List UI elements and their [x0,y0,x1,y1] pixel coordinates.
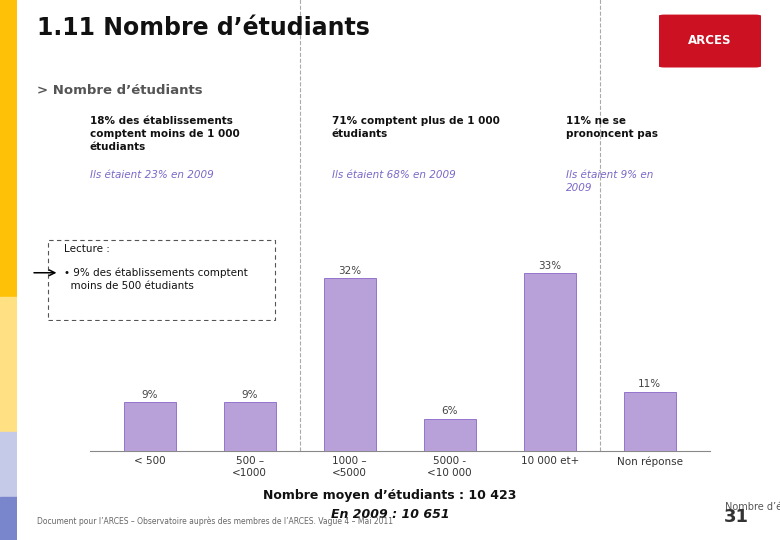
Text: 31: 31 [724,509,749,526]
Text: Nombre d’étudiants: Nombre d’étudiants [725,502,780,512]
Text: 32%: 32% [339,266,361,276]
Text: Document pour l’ARCES – Observatoire auprès des membres de l’ARCES. Vague 4 – Ma: Document pour l’ARCES – Observatoire aup… [37,517,393,526]
Text: 1.11 Nombre d’étudiants: 1.11 Nombre d’étudiants [37,16,370,40]
Bar [424,418,476,451]
Bar [0,297,17,432]
Bar [224,402,276,451]
Bar [524,273,576,451]
Text: ARCES: ARCES [688,34,732,47]
FancyBboxPatch shape [656,15,764,68]
Bar [0,497,17,540]
Text: 18% des établissements
comptent moins de 1 000
étudiants: 18% des établissements comptent moins de… [90,116,239,152]
Text: 6%: 6% [441,406,458,416]
Text: Ils étaient 68% en 2009: Ils étaient 68% en 2009 [332,170,456,180]
Text: • 9% des établissements comptent
  moins de 500 étudiants: • 9% des établissements comptent moins d… [64,268,248,292]
Bar [124,402,176,451]
Bar [624,392,675,451]
Bar [0,432,17,497]
Text: En 2009 : 10 651: En 2009 : 10 651 [331,508,449,521]
Bar [324,278,376,451]
Bar [0,0,17,297]
Text: Ils étaient 9% en
2009: Ils étaient 9% en 2009 [566,170,653,193]
Text: 11%: 11% [638,379,661,389]
Text: 9%: 9% [141,390,158,400]
FancyBboxPatch shape [48,240,275,320]
Text: Nombre moyen d’étudiants : 10 423: Nombre moyen d’étudiants : 10 423 [264,489,516,502]
Text: Lecture :: Lecture : [64,244,110,254]
Text: Ils étaient 23% en 2009: Ils étaient 23% en 2009 [90,170,214,180]
Text: 71% comptent plus de 1 000
étudiants: 71% comptent plus de 1 000 étudiants [332,116,499,139]
Text: > Nombre d’étudiants: > Nombre d’étudiants [37,84,203,97]
Text: 11% ne se
prononcent pas: 11% ne se prononcent pas [566,116,658,139]
Text: 9%: 9% [242,390,258,400]
Text: 33%: 33% [538,260,562,271]
